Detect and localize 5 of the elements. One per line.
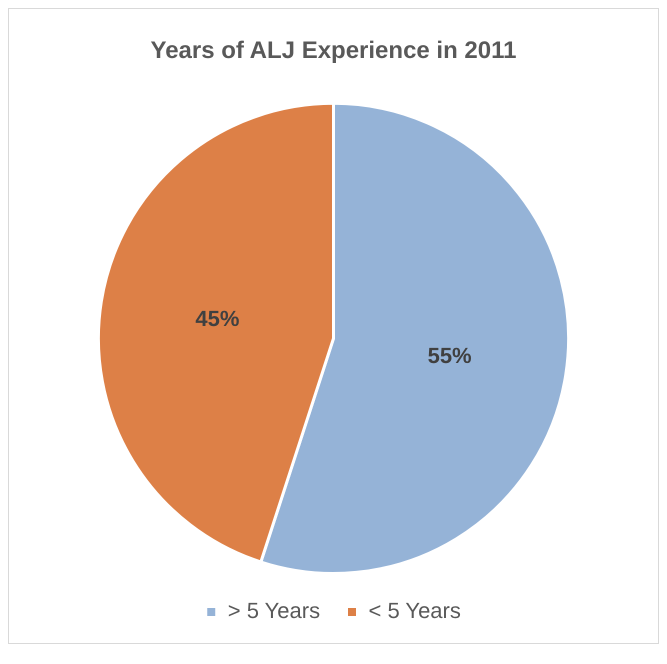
legend-label: < 5 Years [368,598,461,624]
data-label: 45% [195,306,240,332]
legend-label: > 5 Years [228,598,320,624]
data-label: 55% [428,342,472,368]
chart-title: Years of ALJ Experience in 2011 [150,37,516,64]
